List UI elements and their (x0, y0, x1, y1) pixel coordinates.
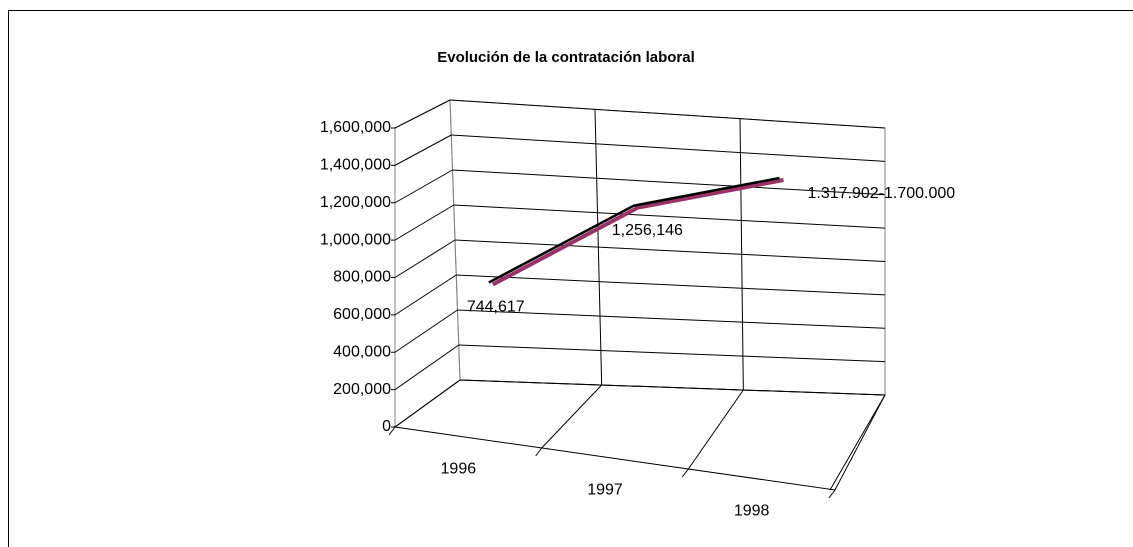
x-tick (535, 447, 543, 457)
grid-line (394, 239, 456, 278)
y-tick-label: 800,000 (333, 269, 391, 286)
x-tick (681, 468, 689, 478)
x-tick (388, 426, 396, 436)
grid-line (394, 134, 452, 166)
grid-line (394, 344, 460, 391)
x-tick (828, 489, 836, 499)
series-line (488, 176, 780, 284)
grid-line (394, 99, 451, 129)
grid-line (394, 169, 453, 204)
annotation: 1.317.902-1.700.000 (807, 185, 955, 202)
x-tick-label: 1996 (441, 461, 477, 478)
grid-line (394, 379, 461, 428)
grid-line (457, 309, 886, 329)
grid-line (458, 344, 886, 363)
grid-line (456, 274, 886, 296)
category-divider (541, 384, 603, 449)
floor-edge (829, 394, 886, 491)
y-tick-label: 1,600,000 (320, 119, 391, 136)
chart-frame (8, 10, 1133, 547)
series-ribbon (491, 178, 784, 287)
y-tick-label: 1,000,000 (320, 231, 391, 248)
grid-line (449, 99, 886, 129)
y-tick-label: 600,000 (333, 306, 391, 323)
grid-line (394, 274, 457, 316)
x-tick-label: 1998 (734, 503, 770, 520)
data-label: 1,256,146 (612, 222, 683, 239)
grid-line (452, 169, 886, 196)
y-tick-label: 0 (382, 418, 391, 435)
grid-line (394, 309, 458, 353)
y-tick-label: 400,000 (333, 343, 391, 360)
category-divider (687, 389, 744, 470)
y-tick-label: 1,200,000 (320, 194, 391, 211)
grid-line (394, 204, 455, 241)
chart-title: Evolución de la contratación laboral (437, 49, 695, 66)
y-tick-label: 1,400,000 (320, 157, 391, 174)
y-tick-label: 200,000 (333, 381, 391, 398)
grid-line (454, 239, 886, 262)
grid-line (451, 134, 886, 162)
x-tick-label: 1997 (587, 482, 623, 499)
data-label: 744,617 (467, 299, 525, 316)
grid-line (453, 204, 886, 229)
grid-line (459, 379, 886, 396)
